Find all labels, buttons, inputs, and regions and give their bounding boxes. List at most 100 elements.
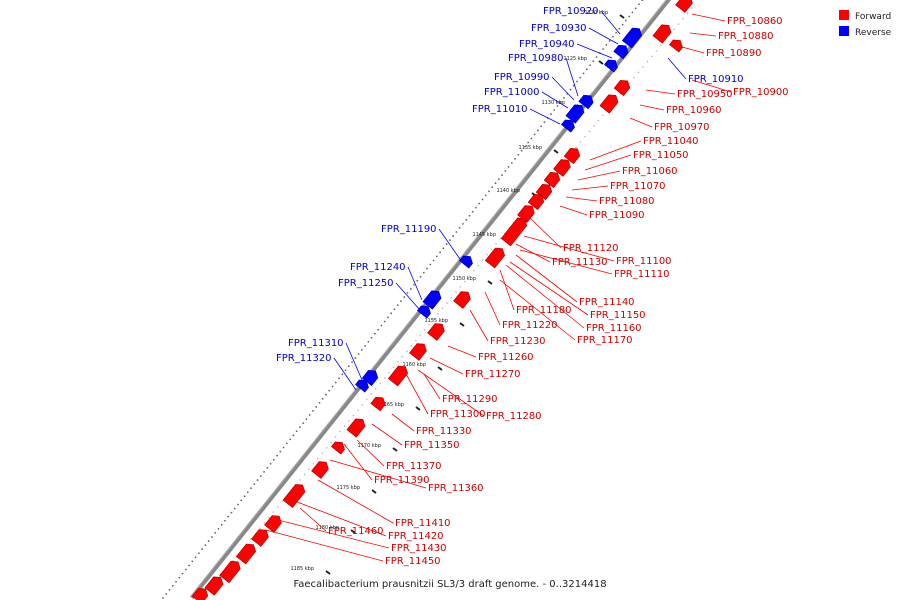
gene-label-forward: FPR_11410 — [395, 518, 451, 529]
ref-dot — [181, 572, 184, 575]
ref-dot — [494, 182, 497, 185]
gene-feature — [604, 59, 618, 73]
gene-feature — [204, 576, 224, 596]
leader-line — [565, 57, 579, 97]
ref-dot — [328, 389, 331, 392]
ref-dot — [448, 239, 451, 242]
ref-dot — [354, 357, 357, 359]
ref-dot — [582, 72, 585, 75]
gene-feature — [409, 343, 427, 361]
ref-dot — [339, 431, 341, 433]
ref-dot — [201, 548, 204, 551]
ref-dot — [450, 296, 453, 299]
gene-label-forward: FPR_11230 — [490, 336, 546, 347]
gene-feature — [543, 172, 561, 189]
ref-dot — [677, 23, 680, 25]
ref-dot — [618, 27, 621, 30]
gene-feature — [563, 148, 581, 165]
leader-line — [265, 529, 384, 562]
ref-dot — [348, 420, 350, 422]
ref-dot — [178, 576, 181, 579]
ref-dot — [325, 393, 327, 396]
gene-label-forward: FPR_11050 — [633, 150, 689, 161]
leader-line — [541, 91, 569, 109]
ref-dot — [625, 19, 627, 22]
leader-line — [505, 264, 585, 329]
leader-line — [291, 499, 387, 537]
ref-dot — [459, 286, 462, 288]
tick-label: 1150 kbp — [452, 276, 476, 282]
ref-dot — [660, 44, 662, 47]
ref-dot — [277, 506, 279, 508]
gene-feature — [361, 370, 379, 387]
leader-line — [551, 76, 575, 101]
gene-feature — [387, 365, 409, 387]
ref-dot — [589, 64, 591, 67]
leader-line — [509, 261, 589, 316]
gene-feature — [453, 291, 471, 309]
tick-label: 1180 kbp — [315, 525, 339, 531]
gene-label-reverse: FPR_11190 — [381, 224, 437, 235]
gene-feature — [264, 515, 282, 533]
leader-lines — [265, 10, 732, 562]
ref-dot — [282, 446, 285, 449]
leader-line — [407, 266, 423, 301]
ref-dot — [569, 88, 572, 91]
ref-dot — [419, 275, 422, 278]
leader-line — [691, 79, 732, 93]
ref-dot — [497, 178, 500, 181]
gene-feature — [331, 441, 345, 455]
gene-label-forward: FPR_11390 — [374, 475, 430, 486]
gene-feature — [613, 80, 631, 97]
ref-dot — [272, 511, 274, 513]
gene-label-reverse: FPR_10980 — [508, 53, 564, 64]
gene-feature — [417, 305, 431, 319]
gene-feature — [500, 217, 528, 247]
leader-line — [691, 13, 726, 22]
gene-features — [191, 0, 693, 600]
ref-dot — [458, 227, 461, 229]
gene-label-forward: FPR_10860 — [727, 16, 783, 27]
ref-dot — [455, 231, 458, 233]
ref-dot — [305, 418, 308, 420]
gene-label-forward: FPR_11070 — [610, 181, 666, 192]
gene-label-forward: FPR_11270 — [465, 369, 521, 380]
ref-dot — [184, 568, 187, 571]
ref-dot — [488, 190, 490, 193]
ref-dot — [437, 313, 439, 315]
leader-line — [584, 154, 632, 171]
ref-dot — [559, 100, 562, 103]
ref-dot — [259, 527, 261, 529]
gene-label-reverse: FPR_10920 — [543, 6, 599, 17]
ref-dot — [422, 271, 425, 274]
ref-dot — [268, 516, 270, 519]
leader-line — [667, 57, 687, 80]
ref-dot — [377, 328, 380, 331]
ref-dot — [299, 479, 301, 481]
ref-dot — [263, 522, 266, 524]
ref-dot — [428, 323, 430, 326]
ref-dot — [281, 500, 283, 503]
ref-dot — [341, 373, 344, 376]
leader-line — [356, 439, 385, 467]
gene-feature — [311, 461, 329, 479]
ref-dot — [478, 202, 481, 205]
gene-feature — [613, 44, 629, 60]
ref-dot — [379, 382, 381, 385]
ref-dot — [207, 540, 210, 542]
ref-dot — [481, 259, 484, 261]
leader-line — [499, 279, 576, 341]
ref-dot — [351, 361, 353, 364]
gene-label-reverse: FPR_11320 — [276, 353, 332, 364]
leader-line — [529, 108, 561, 125]
gene-feature — [484, 247, 506, 269]
leader-line — [333, 357, 357, 391]
tick-mark — [350, 529, 356, 534]
ref-dot — [321, 397, 324, 400]
legend-swatch — [839, 10, 849, 20]
ref-dot — [318, 401, 321, 404]
ref-dot — [401, 355, 404, 358]
tick-mark — [598, 60, 604, 65]
ref-dot — [285, 442, 288, 445]
